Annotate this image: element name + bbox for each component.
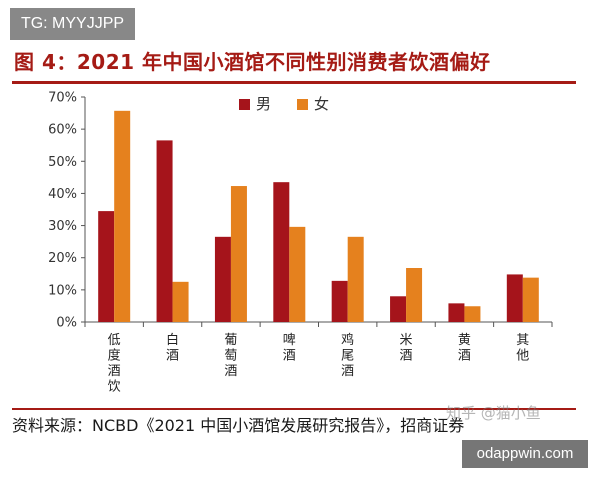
legend-label: 男 (256, 95, 271, 113)
y-tick-label: 70% (48, 91, 77, 106)
bar-male (98, 211, 115, 322)
bar-male (448, 303, 465, 322)
x-category-label: 酒 (341, 364, 354, 379)
bar-male (214, 236, 231, 322)
site-watermark-badge: odappwin.com (462, 440, 588, 468)
x-category-label: 酒 (166, 349, 179, 364)
y-tick-label: 30% (48, 219, 77, 234)
bar-female (464, 306, 481, 322)
y-tick-label: 10% (48, 283, 77, 298)
x-category-label: 酒 (108, 364, 121, 379)
chart-bars (98, 110, 539, 322)
chart-axes: 0% 10% 20% 30% 40% 50% 60% 70% (48, 91, 553, 331)
x-category-label: 低 (108, 333, 121, 348)
legend-label: 女 (314, 95, 329, 113)
bar-female (522, 277, 539, 322)
bar-female (406, 268, 423, 322)
x-category-label: 其 (516, 333, 529, 348)
x-category-label: 尾 (341, 349, 354, 364)
y-tick-label: 50% (48, 155, 77, 170)
x-category-label: 黄 (458, 333, 471, 348)
x-category-label: 酒 (224, 364, 237, 379)
drinking-preference-bar-chart: 0%10%20%30%40%50%60%70% 低度酒饮白酒葡萄酒啤酒鸡尾酒米酒… (48, 91, 553, 395)
telegram-watermark-badge: TG: MYYJJPP (10, 8, 135, 40)
bar-female (114, 110, 131, 322)
x-category-label: 饮 (108, 380, 121, 395)
bar-female (289, 226, 306, 322)
x-category-label: 他 (516, 349, 529, 364)
bar-male (273, 182, 290, 322)
x-category-label: 米 (400, 333, 413, 348)
y-tick-label: 40% (48, 187, 77, 202)
x-category-label: 白 (166, 332, 179, 348)
bar-male (156, 140, 173, 322)
x-category-label: 萄 (224, 349, 237, 364)
bar-female (347, 236, 364, 322)
chart-title: 图 4：2021 年中国小酒馆不同性别消费者饮酒偏好 (14, 50, 491, 74)
y-tick-label: 20% (48, 251, 77, 266)
title-divider (12, 81, 576, 84)
x-category-label: 啤 (283, 333, 296, 348)
y-tick-label: 60% (48, 123, 77, 138)
bar-female (172, 281, 189, 322)
x-category-label: 酒 (458, 349, 471, 364)
bar-male (331, 280, 348, 322)
x-category-label: 鸡 (341, 332, 354, 348)
bar-female (230, 186, 247, 322)
x-category-label: 酒 (283, 349, 296, 364)
source-note: 资料来源：NCBD《2021 中国小酒馆发展研究报告》，招商证券 (12, 416, 465, 435)
chart-legend: 男女 (239, 95, 329, 113)
legend-swatch (297, 99, 308, 110)
y-tick-label: 0% (56, 316, 77, 331)
x-category-label: 葡 (224, 333, 237, 348)
source-divider (12, 408, 576, 410)
x-category-label: 酒 (400, 349, 413, 364)
bar-male (390, 296, 407, 322)
x-category-label: 度 (108, 348, 121, 364)
zhihu-watermark: 知乎 @猫小鱼 (446, 404, 541, 422)
legend-swatch (239, 99, 250, 110)
bar-male (506, 274, 523, 322)
